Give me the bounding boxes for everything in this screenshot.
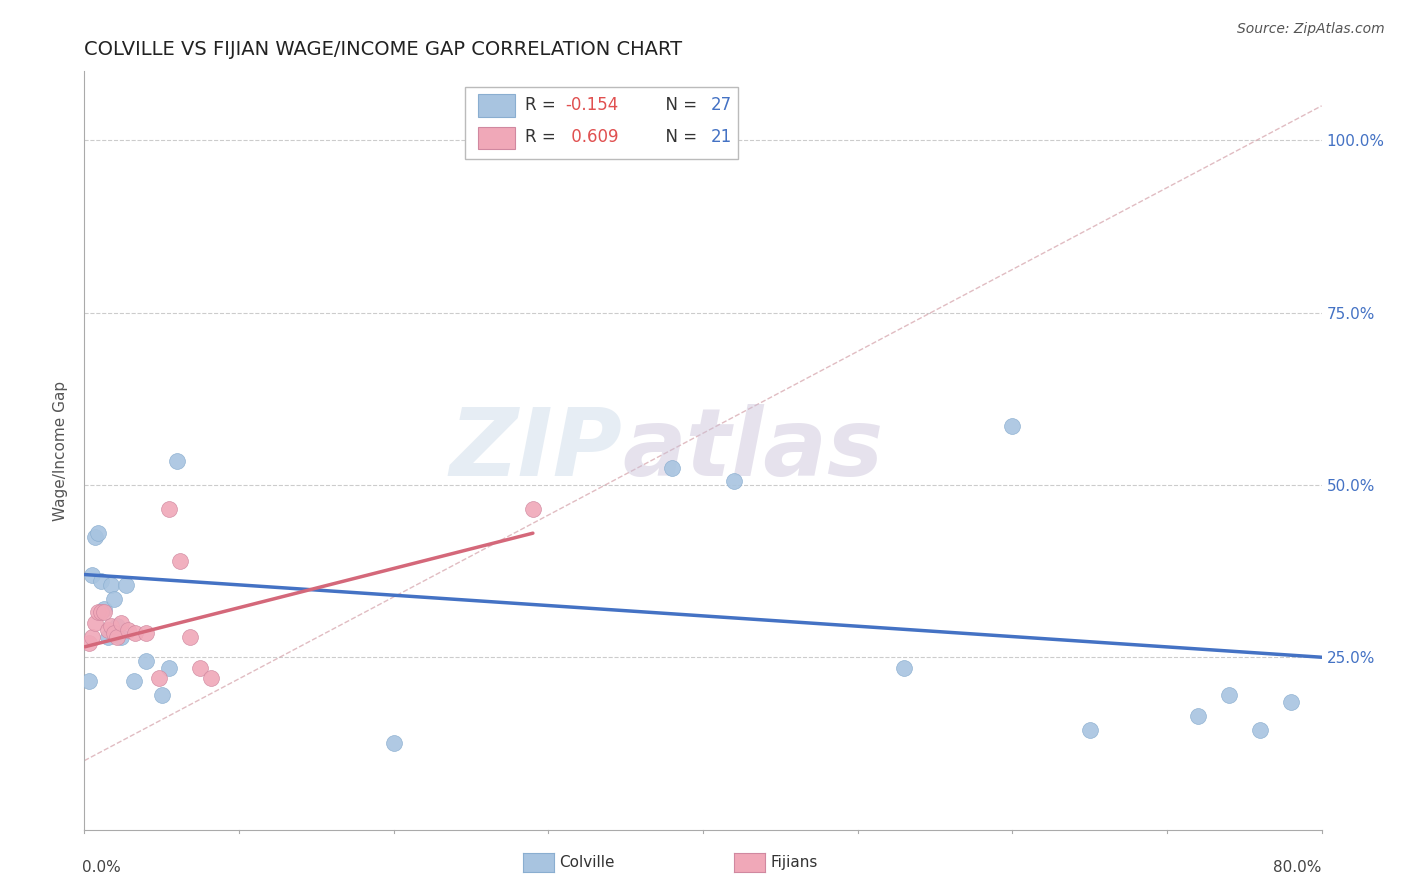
Point xyxy=(124,626,146,640)
Point xyxy=(115,578,138,592)
Point xyxy=(179,630,201,644)
Text: Colville: Colville xyxy=(560,855,614,870)
Point xyxy=(96,630,118,644)
Text: COLVILLE VS FIJIAN WAGE/INCOME GAP CORRELATION CHART: COLVILLE VS FIJIAN WAGE/INCOME GAP CORRE… xyxy=(84,39,682,59)
Point xyxy=(105,619,128,633)
Text: 21: 21 xyxy=(710,128,731,146)
Point xyxy=(135,654,157,668)
Point xyxy=(1187,708,1209,723)
Point xyxy=(90,574,112,589)
Point xyxy=(105,630,128,644)
Point xyxy=(110,630,132,644)
Point xyxy=(1279,695,1302,709)
Point xyxy=(188,660,211,674)
Y-axis label: Wage/Income Gap: Wage/Income Gap xyxy=(53,380,69,521)
FancyBboxPatch shape xyxy=(478,127,515,150)
Text: 0.0%: 0.0% xyxy=(82,860,121,875)
Point xyxy=(148,671,170,685)
Point xyxy=(117,623,139,637)
Point xyxy=(77,636,100,650)
Point xyxy=(84,615,107,630)
Point xyxy=(169,554,191,568)
Text: Fijians: Fijians xyxy=(770,855,818,870)
Text: 0.609: 0.609 xyxy=(565,128,619,146)
Text: R =: R = xyxy=(524,95,561,113)
Point xyxy=(82,630,104,644)
Point xyxy=(100,619,122,633)
FancyBboxPatch shape xyxy=(478,95,515,117)
Point xyxy=(893,660,915,674)
Point xyxy=(87,606,110,620)
Point xyxy=(382,736,405,750)
Point xyxy=(100,578,122,592)
Point xyxy=(84,530,107,544)
Point xyxy=(159,502,180,516)
Text: atlas: atlas xyxy=(623,404,884,497)
Point xyxy=(159,660,180,674)
Point xyxy=(150,688,173,702)
Text: R =: R = xyxy=(524,128,561,146)
Point xyxy=(110,615,132,630)
Point xyxy=(1078,723,1101,737)
Point xyxy=(103,626,125,640)
Point xyxy=(723,475,745,489)
Point xyxy=(93,606,115,620)
Text: -0.154: -0.154 xyxy=(565,95,619,113)
Point xyxy=(96,623,118,637)
Point xyxy=(661,460,683,475)
Point xyxy=(522,502,544,516)
Point xyxy=(90,606,112,620)
Text: 80.0%: 80.0% xyxy=(1274,860,1322,875)
Point xyxy=(1249,723,1271,737)
Text: ZIP: ZIP xyxy=(450,404,623,497)
Point xyxy=(166,454,188,468)
Text: N =: N = xyxy=(655,95,702,113)
Point xyxy=(103,591,125,606)
Point xyxy=(1001,419,1024,434)
Point xyxy=(77,674,100,689)
Text: 27: 27 xyxy=(710,95,731,113)
Point xyxy=(135,626,157,640)
FancyBboxPatch shape xyxy=(465,87,738,159)
Point xyxy=(200,671,222,685)
Point xyxy=(1218,688,1240,702)
Point xyxy=(93,602,115,616)
Text: Source: ZipAtlas.com: Source: ZipAtlas.com xyxy=(1237,22,1385,37)
Point xyxy=(87,526,110,541)
Text: N =: N = xyxy=(655,128,702,146)
Point xyxy=(82,567,104,582)
Point xyxy=(122,674,145,689)
